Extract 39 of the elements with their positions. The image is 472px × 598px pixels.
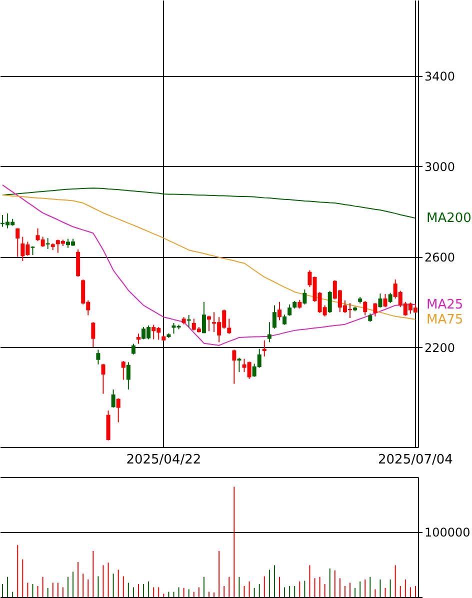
candlestick: [373, 302, 378, 317]
candlestick: [232, 349, 236, 384]
y-tick-label: 3400: [424, 69, 456, 84]
candlestick: [227, 318, 232, 334]
candlestick: [91, 322, 96, 348]
candlestick: [302, 288, 307, 305]
candlestick: [16, 228, 20, 258]
candlestick: [388, 292, 392, 304]
candlestick: [278, 301, 282, 321]
candlestick: [126, 362, 130, 390]
candlestick: [101, 363, 106, 394]
candlestick: [96, 349, 100, 365]
y-tick-label: 3000: [424, 160, 456, 174]
line-series: [2, 184, 416, 346]
candlestick: [121, 360, 126, 380]
line-series: [2, 188, 416, 219]
candlestick: [363, 300, 368, 316]
x-tick-label: 2025/04/22: [126, 452, 202, 468]
candlestick: [267, 322, 272, 343]
x-tick-label: 2025/07/04: [378, 452, 453, 468]
y-tick-label: 100000: [424, 526, 470, 540]
candlestick: [136, 333, 140, 344]
candlestick: [111, 389, 116, 408]
candlestick: [202, 301, 206, 334]
candlestick: [207, 315, 211, 332]
y-tick-label: 2600: [424, 250, 456, 264]
series-label: MA75: [426, 312, 464, 328]
candlestick: [131, 343, 136, 355]
y-tick-label: 2200: [424, 340, 456, 355]
candlestick: [282, 314, 287, 326]
candlestick: [328, 290, 332, 314]
candlestick: [237, 357, 242, 373]
candlestick: [116, 398, 120, 423]
series-label: MA200: [426, 211, 472, 226]
line-series: [2, 194, 416, 320]
series-label: MA25: [426, 297, 464, 312]
candlestick: [383, 294, 388, 308]
candlestick: [378, 293, 382, 308]
candlestick: [272, 304, 276, 330]
